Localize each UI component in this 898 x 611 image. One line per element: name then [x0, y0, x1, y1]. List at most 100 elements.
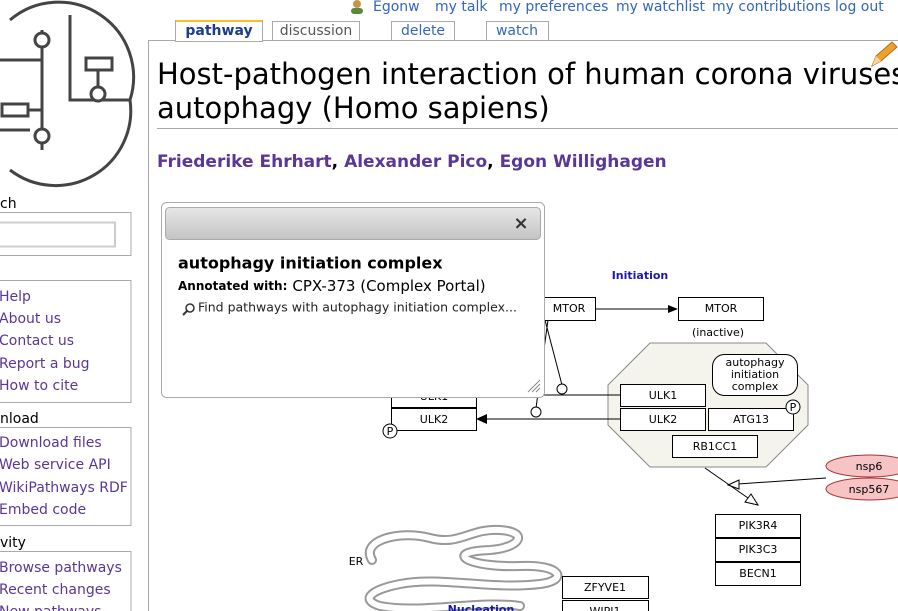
sidebar-link[interactable]: Report a bug — [0, 356, 90, 372]
search-icon — [182, 303, 195, 316]
complex-label-box — [712, 354, 798, 396]
phospho — [785, 399, 801, 415]
tab-label[interactable]: pathway — [185, 23, 252, 39]
author[interactable]: Alexander Pico — [344, 152, 487, 172]
node-label: nsp567 — [849, 483, 890, 496]
activity-panel — [0, 551, 132, 611]
label: (inactive) — [692, 326, 744, 339]
sidebar-link[interactable]: Embed code — [0, 502, 86, 518]
arrowhead — [476, 414, 487, 424]
tab[interactable] — [391, 21, 455, 41]
complex-label: complex — [732, 380, 779, 393]
edge — [737, 477, 827, 485]
sidebar-heading: nload — [0, 411, 39, 427]
phospho — [382, 423, 398, 439]
search-input[interactable] — [0, 221, 116, 248]
download-panel — [0, 427, 132, 526]
label: ER — [349, 555, 364, 568]
arrowhead — [726, 479, 740, 490]
nav-link[interactable]: log out — [835, 0, 884, 15]
complex-label: initiation — [731, 368, 779, 381]
node[interactable] — [620, 408, 706, 431]
page-title: autophagy (Homo sapiens) — [157, 91, 550, 125]
tab[interactable] — [486, 21, 549, 41]
node-label: nsp6 — [856, 460, 883, 473]
node[interactable] — [391, 408, 477, 431]
nav-link[interactable]: my contributions — [712, 0, 831, 15]
node-label: PIK3R4 — [739, 519, 778, 532]
node[interactable] — [715, 514, 801, 538]
sidebar-heading: ch — [0, 196, 17, 212]
author[interactable]: Friederike Ehrhart — [157, 152, 332, 172]
node[interactable] — [562, 576, 649, 599]
annotation: Annotated with: CPX-373 (Complex Portal) — [178, 277, 486, 295]
author[interactable]: Egon Willighagen — [500, 152, 667, 172]
label: Initiation — [612, 269, 669, 282]
arrowhead — [744, 493, 760, 506]
node-label: ULK2 — [420, 413, 448, 426]
logo[interactable] — [0, 0, 136, 188]
node-label: MTOR — [705, 302, 738, 315]
label: Nucleation — [448, 603, 515, 611]
popup: × autophagy initiation complex Annotated… — [161, 202, 545, 398]
tab-label[interactable]: watch — [496, 23, 538, 39]
node[interactable] — [715, 562, 801, 586]
node[interactable] — [562, 600, 649, 611]
node-label: MTOR — [553, 302, 586, 315]
node[interactable] — [678, 297, 764, 321]
links-panel — [0, 280, 132, 403]
sidebar-link[interactable]: How to cite — [0, 378, 78, 394]
sidebar-link[interactable]: About us — [0, 311, 61, 327]
er-shape — [364, 524, 563, 611]
sidebar-link[interactable]: Recent changes — [0, 582, 111, 598]
node-label: WIPI1 — [590, 605, 621, 611]
nav-link[interactable]: my preferences — [499, 0, 608, 15]
sidebar-link[interactable]: WikiPathways RDF — [0, 480, 128, 496]
popup-header — [165, 207, 541, 240]
node-label: PIK3C3 — [739, 543, 778, 556]
close-button[interactable]: × — [513, 213, 528, 234]
node[interactable] — [672, 435, 758, 458]
sidebar-link[interactable]: Browse pathways — [0, 560, 122, 576]
tab-label[interactable]: discussion — [280, 23, 353, 39]
sidebar-link[interactable]: Download files — [0, 435, 102, 451]
nav-link[interactable]: Egonw — [373, 0, 420, 15]
node[interactable] — [825, 454, 898, 478]
phospho-label: P — [387, 425, 394, 438]
user-icon — [351, 0, 363, 14]
edge — [544, 319, 563, 386]
arrowhead — [668, 305, 678, 313]
node-label: BECN1 — [739, 567, 776, 580]
page-title: Host-pathogen interaction of human coron… — [157, 57, 898, 91]
sidebar-link[interactable]: Contact us — [0, 333, 74, 349]
node-label: ZFYVE1 — [584, 581, 626, 594]
find-link[interactable]: Find pathways with autophagy initiation … — [198, 300, 517, 315]
resize-grip[interactable] — [527, 379, 541, 393]
tab[interactable] — [272, 21, 360, 41]
node-label: ULK2 — [649, 413, 677, 426]
sidebar-link[interactable]: Web service API — [0, 457, 111, 473]
sidebar-heading: vity — [0, 535, 26, 551]
node[interactable] — [708, 408, 794, 431]
node-label: RB1CC1 — [693, 440, 738, 453]
nav-link[interactable]: my watchlist — [616, 0, 706, 15]
node[interactable] — [620, 384, 706, 407]
sidebar-link[interactable]: New pathways — [0, 604, 101, 611]
node-label: ATG13 — [733, 413, 769, 426]
catalysis — [530, 406, 542, 418]
nav-link[interactable]: my talk — [435, 0, 488, 15]
popup-title: autophagy initiation complex — [178, 254, 443, 273]
phospho-label: P — [790, 401, 797, 414]
tab-label[interactable]: delete — [401, 23, 445, 39]
edge — [704, 467, 749, 499]
complex-label: autophagy — [726, 356, 785, 369]
node[interactable] — [825, 477, 898, 501]
authors: Friederike Ehrhart, Alexander Pico, Egon… — [157, 152, 667, 172]
catalysis — [556, 383, 568, 395]
edit-pencil[interactable] — [871, 41, 898, 68]
node-label: ULK1 — [649, 389, 677, 402]
pathway-diagram: Initiation MTOR MTOR (inactive) autophag… — [349, 269, 898, 611]
sidebar-link[interactable]: Help — [0, 289, 31, 305]
node[interactable] — [715, 538, 801, 562]
